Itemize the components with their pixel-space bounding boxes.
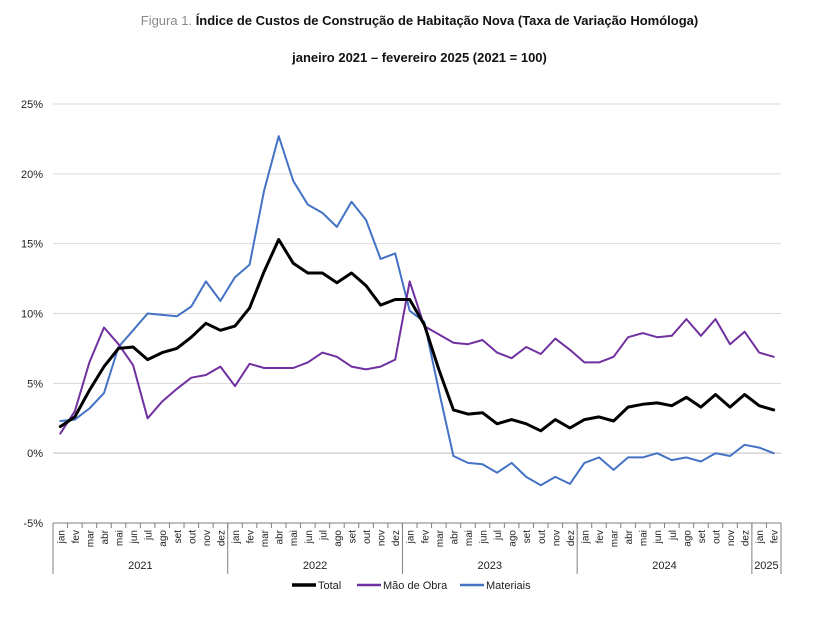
legend-label: Mão de Obra <box>383 580 448 592</box>
y-tick-label: 0% <box>27 448 43 460</box>
x-tick-label: set <box>697 530 708 544</box>
x-tick-label: abr <box>449 529 460 544</box>
year-label: 2024 <box>652 560 676 572</box>
x-tick-label: ago <box>682 530 693 547</box>
year-label: 2021 <box>128 560 152 572</box>
x-tick-label: dez <box>741 530 752 546</box>
year-label: 2022 <box>303 560 327 572</box>
x-tick-label: jan <box>231 530 242 544</box>
x-tick-label: jul <box>318 530 329 541</box>
x-tick-label: jan <box>755 530 766 544</box>
x-tick-label: jul <box>668 530 679 541</box>
series-line-total <box>58 238 776 433</box>
legend-label: Total <box>318 580 341 592</box>
x-tick-label: dez <box>216 530 227 546</box>
x-tick-label: jul <box>144 530 155 541</box>
x-tick-label: fev <box>770 530 781 543</box>
series-lines <box>58 135 776 487</box>
x-tick-label: fev <box>71 530 82 543</box>
y-tick-label: 20% <box>21 169 43 181</box>
series-line-m-o-de-obra <box>59 280 775 435</box>
x-tick-label: mai <box>289 530 300 546</box>
x-tick-label: set <box>522 530 533 544</box>
y-tick-label: 10% <box>21 309 43 321</box>
x-tick-label: ago <box>333 530 344 547</box>
x-tick-label: mai <box>115 530 126 546</box>
x-tick-label: nov <box>202 530 213 546</box>
x-tick-label: abr <box>100 529 111 544</box>
x-tick-label: jul <box>493 530 504 541</box>
x-tick-label: ago <box>508 530 519 547</box>
x-tick-label: dez <box>566 530 577 546</box>
year-label: 2023 <box>478 560 502 572</box>
series-line-materiais <box>59 135 775 487</box>
year-label: 2025 <box>754 560 778 572</box>
x-tick-label: mar <box>260 529 271 547</box>
x-tick-label: out <box>187 530 198 544</box>
x-tick-label: abr <box>275 529 286 544</box>
x-tick-label: dez <box>391 530 402 546</box>
y-tick-label: -5% <box>23 518 43 530</box>
legend: Total Mão de Obra Materiais <box>292 580 531 592</box>
x-tick-label: mar <box>435 529 446 547</box>
x-tick-label: jun <box>129 530 140 544</box>
x-tick-label: nov <box>726 530 737 546</box>
x-tick-label: jan <box>580 530 591 544</box>
chart-title-text: Índice de Custos de Construção de Habita… <box>195 13 699 28</box>
x-tick-label: mai <box>464 530 475 546</box>
x-tick-label: set <box>173 530 184 544</box>
x-tick-label: mai <box>639 530 650 546</box>
y-tick-label: 5% <box>27 378 43 390</box>
x-tick-label: out <box>711 530 722 544</box>
y-tick-label: 25% <box>21 99 43 111</box>
x-tick-label: abr <box>624 529 635 544</box>
x-tick-label: out <box>537 530 548 544</box>
x-tick-label: fev <box>595 530 606 543</box>
y-tick-label: 15% <box>21 239 43 251</box>
x-tick-label: mar <box>610 529 621 547</box>
x-tick-label: fev <box>246 530 257 543</box>
chart-title: Figura 1. Índice de Custos de Construção… <box>0 13 839 28</box>
y-axis: -5% 0% 5% 10% 15% 20% 25% <box>21 99 43 530</box>
x-tick-label: jun <box>479 530 490 544</box>
x-tick-label: mar <box>85 529 96 547</box>
x-tick-label: ago <box>158 530 169 547</box>
x-tick-label: nov <box>551 530 562 546</box>
x-tick-label: jan <box>56 530 67 544</box>
x-tick-label: jun <box>653 530 664 544</box>
x-tick-label: nov <box>377 530 388 546</box>
x-tick-label: jun <box>304 530 315 544</box>
x-tick-label: out <box>362 530 373 544</box>
x-tick-label: fev <box>420 530 431 543</box>
x-tick-label: set <box>347 530 358 544</box>
chart-subtitle: janeiro 2021 – fevereiro 2025 (2021 = 10… <box>292 50 547 65</box>
x-tick-label: jan <box>406 530 417 544</box>
legend-label: Materiais <box>486 580 531 592</box>
figure-label: Figura 1. <box>140 13 193 28</box>
x-axis: jan fev mar abr mai jun jul ago set out nov dez jan f… <box>52 522 782 574</box>
